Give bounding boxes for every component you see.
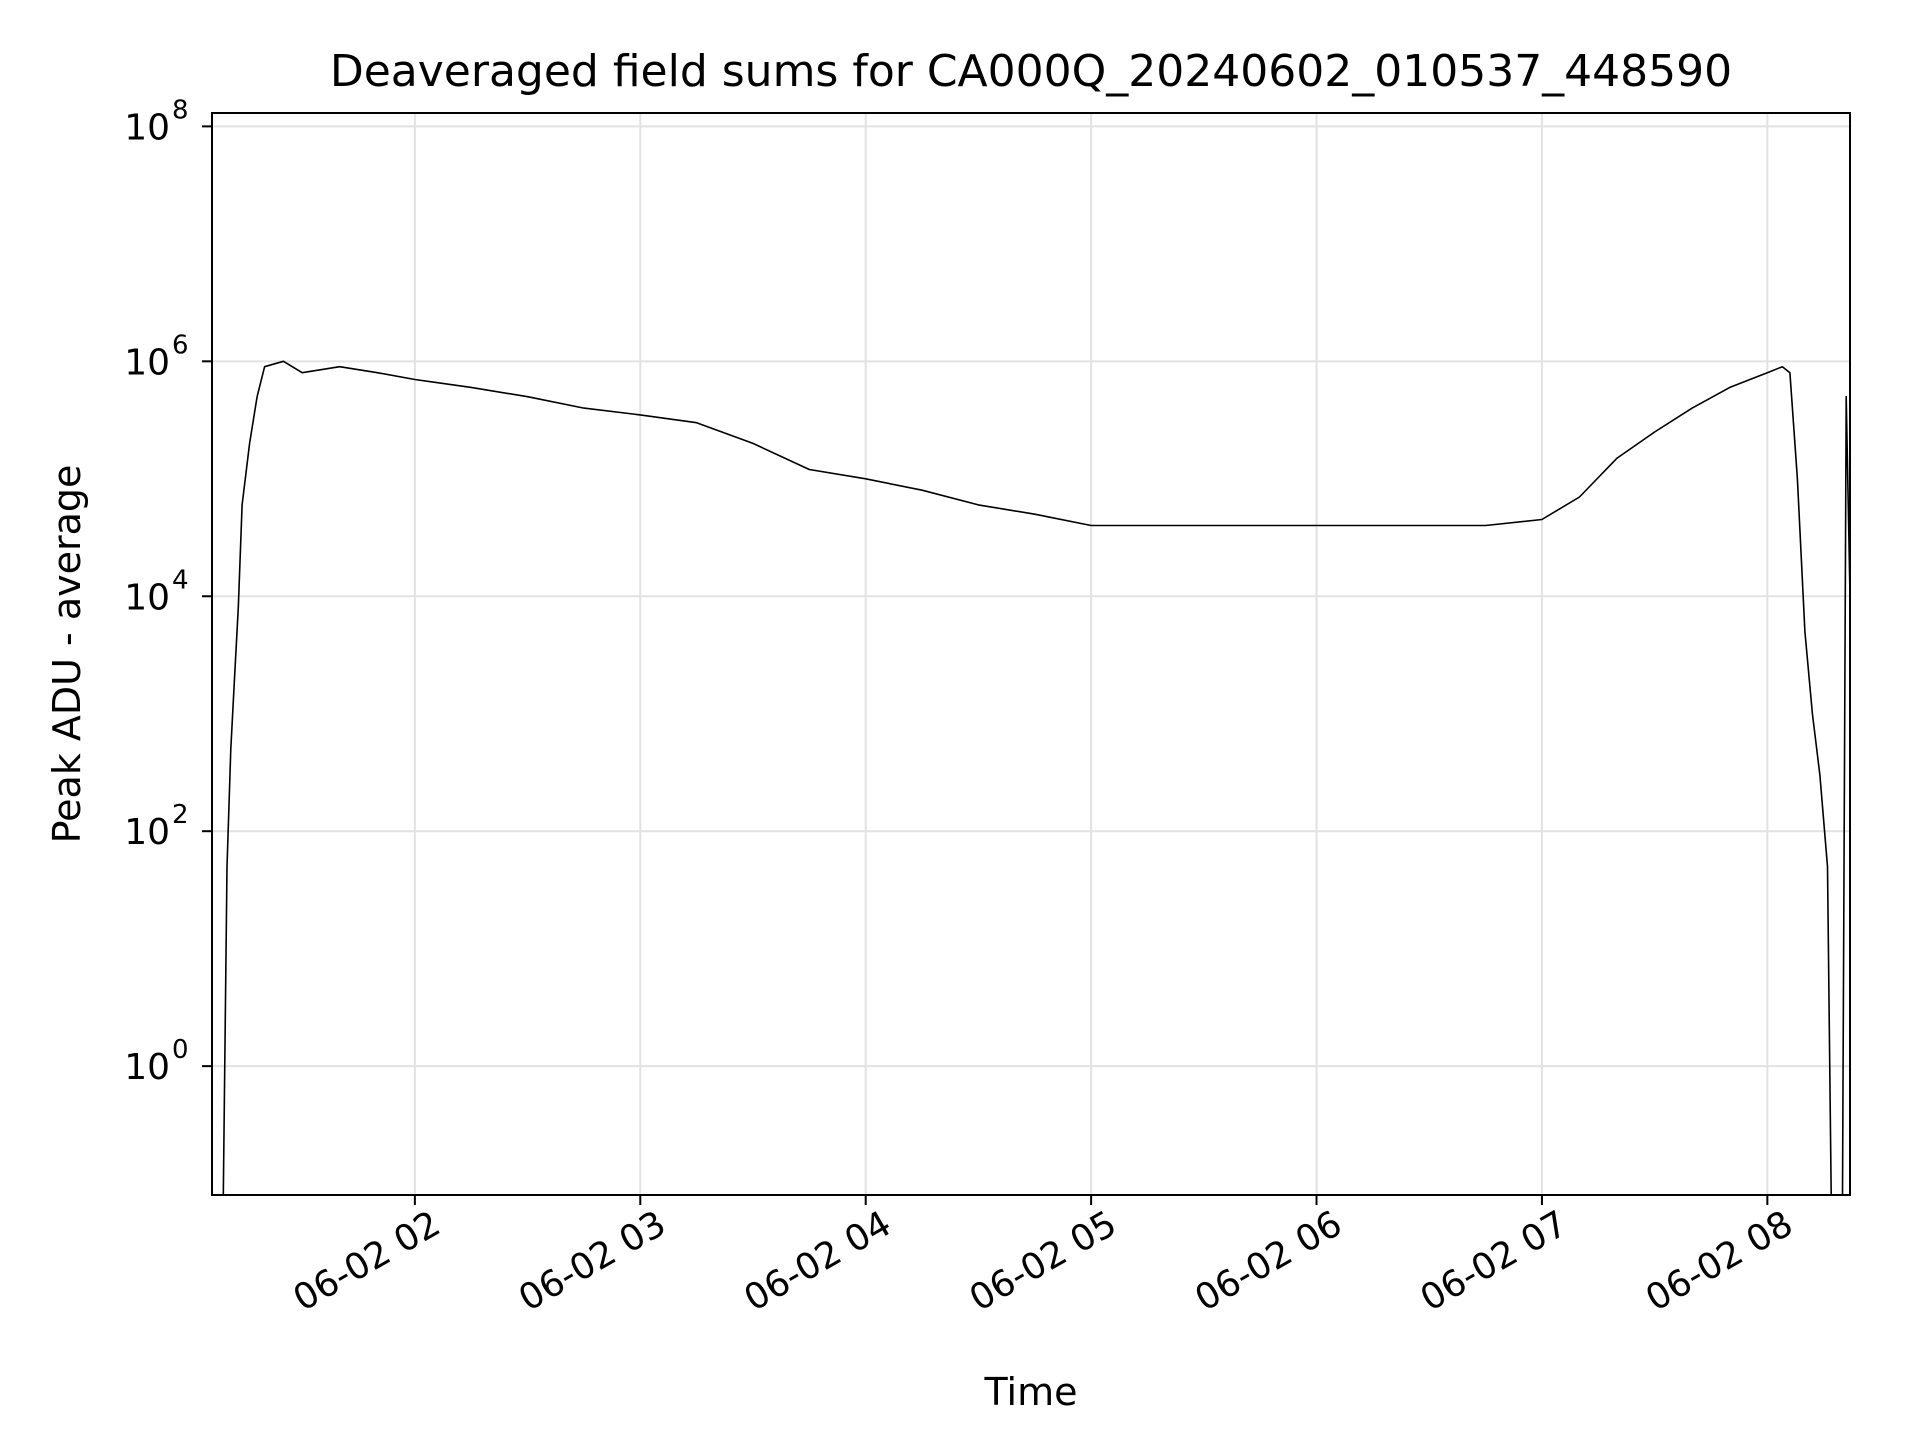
x-axis-label: Time <box>984 1370 1078 1414</box>
y-tick-exponent: 4 <box>172 565 189 595</box>
y-tick-exponent: 8 <box>172 95 189 125</box>
chart-title: Deaveraged field sums for CA000Q_2024060… <box>330 46 1732 97</box>
series-line-0 <box>222 360 1851 1196</box>
y-tick-label: 10 <box>124 1047 170 1088</box>
y-tick-exponent: 0 <box>172 1035 189 1065</box>
y-tick-label: 10 <box>124 577 170 618</box>
y-tick-exponent: 6 <box>172 330 189 360</box>
y-axis-label: Peak ADU - average <box>45 465 89 844</box>
grid <box>212 113 1850 1195</box>
plot-area <box>222 360 1851 1196</box>
plot-frame <box>211 112 1851 1196</box>
y-tick-label: 10 <box>124 107 170 148</box>
y-tick-label: 10 <box>124 812 170 853</box>
y-tick-exponent: 2 <box>172 800 189 830</box>
y-tick-label: 10 <box>124 342 170 383</box>
